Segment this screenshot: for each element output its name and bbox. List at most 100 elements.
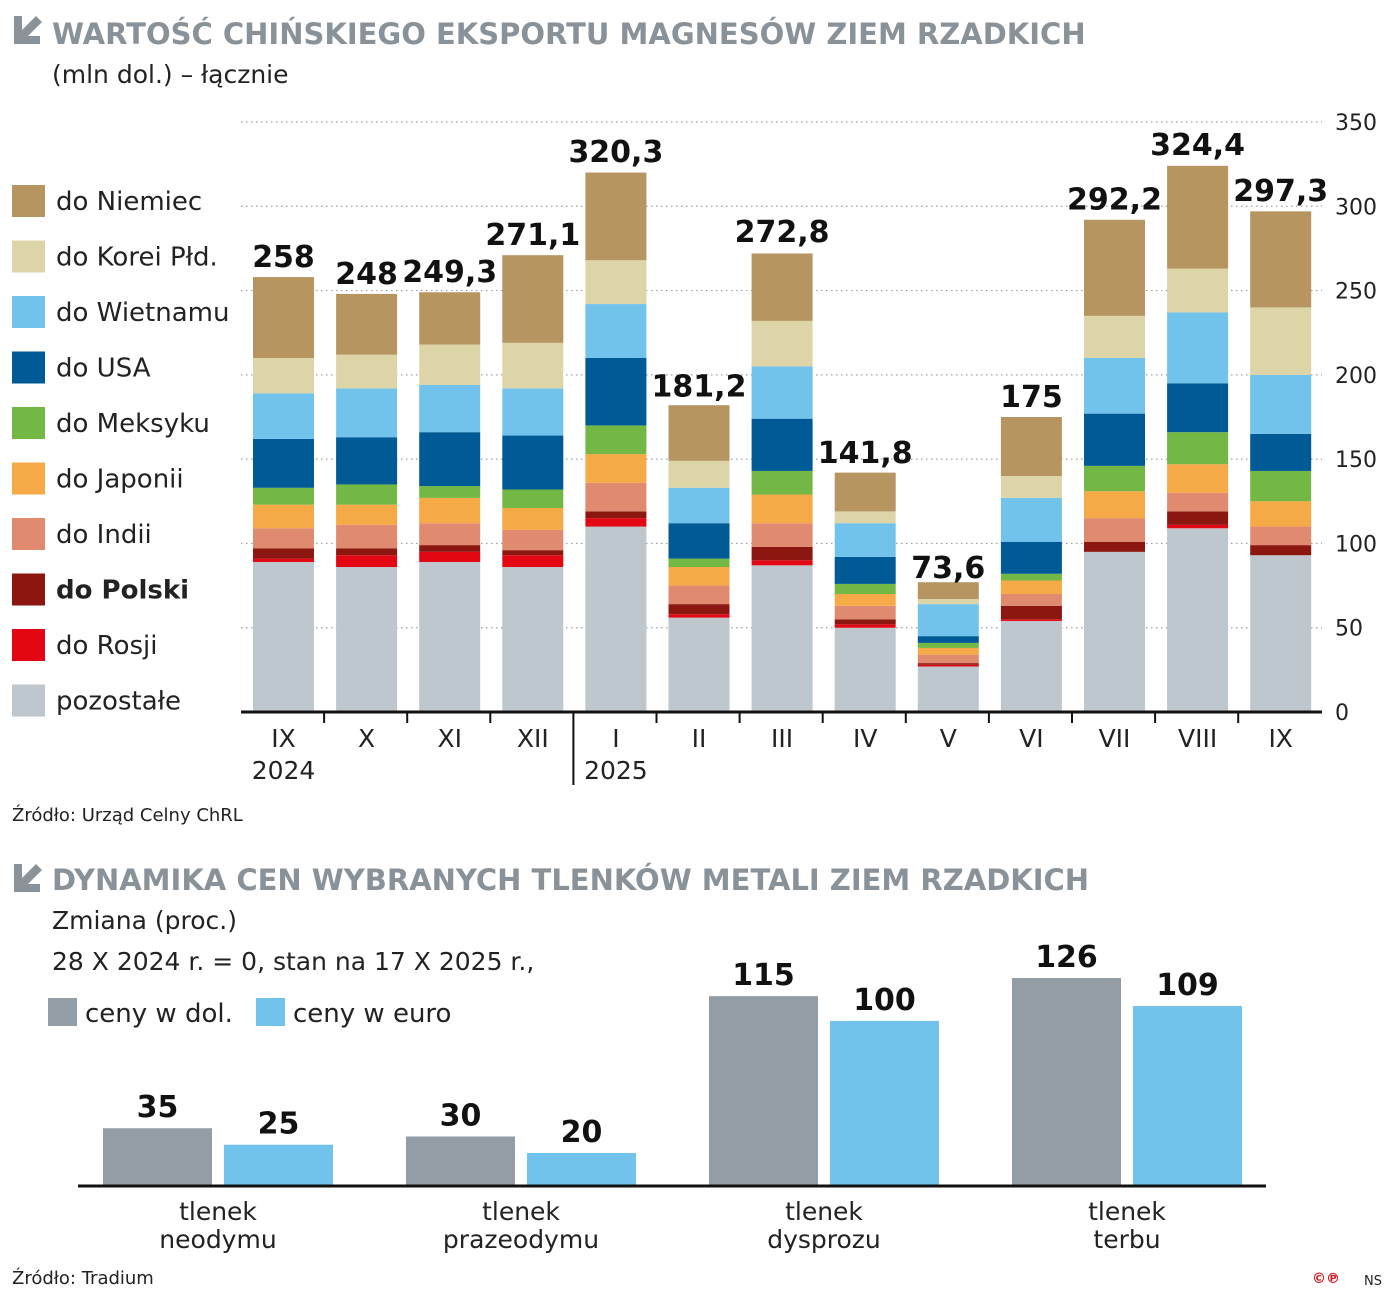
y-tick-label: 50 bbox=[1335, 617, 1363, 642]
total-label: 181,2 bbox=[652, 370, 747, 405]
bar-segment-do-japonii bbox=[1167, 464, 1229, 493]
x-tick-label: X bbox=[358, 724, 375, 753]
bar-segment-do-indii bbox=[1167, 492, 1229, 512]
bar-segment-do-meksyku bbox=[1000, 573, 1062, 581]
bar-segment-do-polski bbox=[1000, 605, 1062, 620]
bar-segment-do-polski bbox=[585, 511, 647, 519]
value-label: 109 bbox=[1156, 968, 1219, 1003]
bar-segment-do-indii bbox=[585, 482, 647, 512]
bar-segment-do-niemiec bbox=[751, 253, 813, 321]
total-label: 320,3 bbox=[568, 135, 663, 170]
bar-segment-do-meksyku bbox=[668, 558, 730, 568]
bar-segment-do-rosji bbox=[751, 560, 813, 566]
bar-segment-do-usa bbox=[253, 438, 314, 488]
bar-segment-do-japonii bbox=[1084, 491, 1145, 519]
bar-segment-do-indii bbox=[834, 605, 896, 620]
bar-segment-pozostałe bbox=[1084, 551, 1145, 712]
bar-segment-do-indii bbox=[917, 654, 979, 664]
legend-label: do Korei Płd. bbox=[56, 243, 218, 273]
price-bar-usd bbox=[103, 1128, 212, 1186]
legend-label: do Indii bbox=[56, 520, 152, 550]
bar-segment-do-niemiec bbox=[419, 292, 481, 345]
bar-segment-do-meksyku bbox=[917, 642, 979, 648]
legend-label: ceny w euro bbox=[293, 999, 451, 1029]
bar-segment-pozostałe bbox=[917, 666, 979, 712]
bar-segment-do-korei-płd. bbox=[834, 511, 896, 524]
total-label: 73,6 bbox=[911, 551, 985, 586]
bar-segment-do-usa bbox=[502, 435, 564, 490]
chart2-bars bbox=[103, 978, 1242, 1186]
bar-segment-do-usa bbox=[1250, 433, 1312, 471]
x-tick-label: IX bbox=[1268, 724, 1293, 753]
chart1-header: WARTOŚĆ CHIŃSKIEGO EKSPORTU MAGNESÓW ZIE… bbox=[14, 16, 1086, 89]
arrow-icon bbox=[14, 16, 42, 44]
bar-segment-do-polski bbox=[668, 604, 730, 615]
price-bar-eur bbox=[830, 1020, 939, 1186]
bar-segment-pozostałe bbox=[834, 627, 896, 712]
bar-segment-do-rosji bbox=[502, 555, 564, 568]
chart2-subtitle-line2: 28 X 2024 r. = 0, stan na 17 X 2025 r., bbox=[52, 947, 534, 976]
y-tick-label: 0 bbox=[1335, 701, 1349, 726]
y-tick-label: 150 bbox=[1335, 448, 1377, 473]
author-credit: NS bbox=[1364, 1274, 1382, 1289]
bar-segment-do-korei-płd. bbox=[917, 599, 979, 605]
bar-segment-do-niemiec bbox=[1000, 417, 1062, 476]
bar-segment-do-usa bbox=[1000, 541, 1062, 574]
total-label: 324,4 bbox=[1150, 128, 1245, 163]
total-label: 271,1 bbox=[485, 218, 580, 253]
bar-segment-pozostałe bbox=[668, 617, 730, 712]
bar-segment-do-korei-płd. bbox=[751, 320, 813, 367]
chart2-legend: ceny w dol. ceny w euro bbox=[48, 998, 451, 1029]
price-bar-eur bbox=[1133, 1006, 1242, 1186]
bar-segment-pozostałe bbox=[585, 526, 647, 712]
legend-swatch bbox=[12, 462, 45, 495]
bar-segment-do-usa bbox=[585, 358, 647, 426]
bar-segment-do-polski bbox=[1250, 545, 1312, 556]
legend-swatch bbox=[12, 296, 45, 328]
arrow-icon bbox=[14, 864, 42, 892]
bar-segment-do-wietnamu bbox=[253, 393, 314, 439]
chart1-legend: do Niemiec do Korei Płd. do Wietnamu do USA… bbox=[12, 185, 229, 717]
bar-segment-do-meksyku bbox=[834, 583, 896, 594]
bar-segment-do-wietnamu bbox=[585, 304, 647, 358]
total-label: 141,8 bbox=[818, 436, 913, 471]
bar-segment-do-meksyku bbox=[336, 484, 398, 505]
value-label: 126 bbox=[1035, 940, 1098, 975]
total-label: 258 bbox=[252, 240, 315, 275]
legend-swatch bbox=[12, 573, 45, 606]
bar-segment-do-indii bbox=[336, 524, 398, 549]
bar-segment-do-indii bbox=[1250, 526, 1312, 546]
bar-segment-do-usa bbox=[1167, 383, 1229, 433]
bar-segment-do-rosji bbox=[668, 614, 730, 618]
bar-segment-do-japonii bbox=[336, 504, 398, 525]
bar-segment-do-japonii bbox=[751, 494, 813, 524]
bar-segment-do-korei-płd. bbox=[253, 358, 314, 394]
publisher-logo: ©℗ bbox=[1312, 1271, 1340, 1287]
bar-segment-do-meksyku bbox=[419, 486, 481, 498]
chart1-y-axis: 0 50 100 150 200 250 300 350 bbox=[1335, 111, 1377, 726]
legend-label: pozostałe bbox=[56, 687, 181, 717]
category-label: prazeodymu bbox=[443, 1225, 599, 1254]
value-label: 30 bbox=[440, 1098, 482, 1133]
bar-segment-do-usa bbox=[668, 523, 730, 559]
category-label: tlenek bbox=[1088, 1197, 1166, 1226]
legend-swatch bbox=[12, 351, 45, 384]
bar-segment-do-niemiec bbox=[834, 472, 896, 512]
price-bar-usd bbox=[1012, 978, 1121, 1186]
bar-segment-do-polski bbox=[751, 546, 813, 561]
bar-segment-do-rosji bbox=[419, 551, 481, 562]
bar-segment-do-korei-płd. bbox=[419, 344, 481, 385]
bar-segment-do-niemiec bbox=[917, 582, 979, 600]
total-label: 249,3 bbox=[402, 255, 497, 290]
x-tick-label: IX bbox=[271, 724, 296, 753]
bar-segment-pozostałe bbox=[419, 561, 481, 712]
category-label: neodymu bbox=[159, 1225, 276, 1254]
bar-segment-do-wietnamu bbox=[751, 366, 813, 419]
bar-segment-do-polski bbox=[1167, 511, 1229, 525]
bar-segment-do-rosji bbox=[917, 664, 979, 667]
x-tick-label: III bbox=[771, 724, 793, 753]
chart1-source: Źródło: Urząd Celny ChRL bbox=[12, 804, 243, 826]
bar-segment-do-niemiec bbox=[336, 293, 398, 355]
bar-segment-do-usa bbox=[336, 437, 398, 485]
bar-segment-do-meksyku bbox=[253, 487, 314, 505]
